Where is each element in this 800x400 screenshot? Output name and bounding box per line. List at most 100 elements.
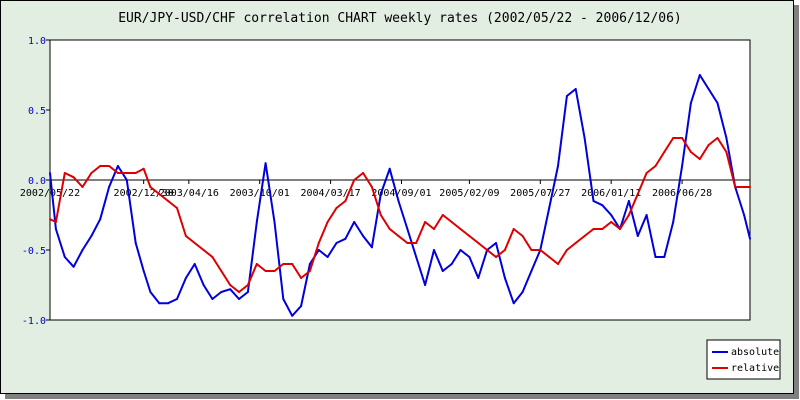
legend-label-absolute: absolute	[731, 347, 779, 358]
data-point-absolute	[663, 256, 666, 258]
data-point-relative	[619, 228, 621, 230]
data-point-absolute	[503, 277, 506, 279]
data-point-absolute	[167, 302, 170, 305]
data-point-absolute	[689, 102, 692, 104]
legend-box	[706, 339, 781, 380]
data-point-relative	[291, 263, 294, 265]
data-point-absolute	[707, 88, 710, 90]
data-point-absolute	[610, 214, 613, 216]
data-point-relative	[193, 242, 196, 244]
data-point-absolute	[627, 200, 630, 202]
data-point-absolute	[99, 218, 102, 221]
data-point-relative	[255, 263, 258, 265]
data-point-relative	[654, 165, 657, 167]
data-point-relative	[72, 176, 75, 179]
data-point-absolute	[108, 186, 111, 188]
data-point-relative	[49, 218, 51, 221]
data-point-relative	[353, 179, 356, 181]
data-point-relative	[698, 158, 701, 160]
y-tick-label: 1.0	[28, 36, 46, 47]
data-point-absolute	[238, 298, 240, 300]
data-point-absolute	[681, 165, 684, 167]
data-point-absolute	[193, 263, 196, 265]
data-point-relative	[548, 256, 551, 258]
data-point-relative	[636, 193, 639, 195]
data-point-absolute	[645, 214, 648, 216]
data-point-absolute	[116, 165, 119, 167]
data-point-absolute	[636, 235, 639, 237]
data-point-relative	[397, 235, 400, 237]
y-tick-label: -0.5	[22, 246, 46, 257]
data-point-absolute	[370, 246, 373, 249]
data-point-relative	[142, 167, 145, 170]
data-point-absolute	[273, 221, 276, 223]
data-point-relative	[326, 221, 329, 223]
data-point-absolute	[308, 263, 311, 265]
data-point-relative	[90, 172, 93, 174]
data-point-relative	[450, 221, 453, 223]
data-point-absolute	[184, 277, 187, 279]
data-point-relative	[264, 270, 267, 272]
data-point-absolute	[743, 214, 746, 216]
data-point-relative	[149, 186, 152, 188]
data-point-relative	[441, 214, 444, 216]
data-point-relative	[81, 186, 84, 188]
y-tick-labels: 1.0 0.5 0.0 -0.5 -1.0	[22, 36, 46, 327]
y-tick-label: 0.0	[28, 176, 46, 187]
data-point-absolute	[424, 284, 427, 286]
data-point-relative	[184, 235, 187, 237]
data-point-relative	[229, 284, 232, 286]
data-point-relative	[63, 172, 66, 174]
data-point-absolute	[672, 221, 675, 223]
data-point-relative	[406, 242, 409, 244]
data-point-relative	[495, 256, 497, 258]
data-point-absolute	[450, 263, 453, 265]
data-point-relative	[574, 242, 577, 244]
data-point-absolute	[512, 302, 515, 305]
x-tick-label: 2004/03/17	[300, 188, 360, 199]
data-point-absolute	[725, 137, 728, 139]
data-point-relative	[273, 270, 276, 272]
data-point-relative	[734, 186, 737, 188]
data-points	[49, 74, 751, 317]
data-point-relative	[99, 165, 102, 167]
legend: absolute relative	[706, 339, 781, 380]
data-point-absolute	[63, 256, 66, 258]
data-point-absolute	[654, 256, 657, 258]
data-point-absolute	[291, 314, 294, 317]
data-point-absolute	[459, 249, 462, 251]
data-point-absolute	[255, 221, 258, 223]
data-point-absolute	[142, 270, 145, 272]
data-point-relative	[707, 144, 710, 146]
data-point-absolute	[557, 165, 559, 167]
data-point-absolute	[211, 298, 214, 300]
data-point-absolute	[246, 291, 249, 293]
data-point-absolute	[477, 277, 480, 279]
data-point-absolute	[326, 256, 329, 258]
data-point-absolute	[229, 288, 232, 291]
x-tick-label: 2005/07/27	[510, 188, 570, 199]
data-point-absolute	[406, 228, 409, 230]
data-point-relative	[565, 249, 568, 251]
data-point-relative	[433, 228, 435, 230]
data-point-relative	[521, 235, 524, 237]
data-point-relative	[300, 277, 303, 279]
data-point-absolute	[158, 302, 161, 305]
data-point-absolute	[353, 221, 356, 223]
chart-title: EUR/JPY-USD/CHF correlation CHART weekly…	[118, 11, 682, 26]
data-point-absolute	[565, 95, 568, 97]
data-point-absolute	[397, 200, 400, 202]
data-point-relative	[610, 221, 613, 223]
data-point-absolute	[601, 204, 604, 207]
data-point-absolute	[149, 291, 152, 293]
x-tick-label: 2002/12/30	[114, 188, 174, 199]
data-point-absolute	[415, 256, 418, 258]
data-point-relative	[388, 228, 391, 230]
data-point-absolute	[125, 179, 128, 181]
data-point-relative	[54, 221, 57, 223]
data-point-absolute	[530, 270, 533, 272]
data-point-absolute	[362, 235, 365, 237]
data-point-absolute	[81, 249, 84, 251]
